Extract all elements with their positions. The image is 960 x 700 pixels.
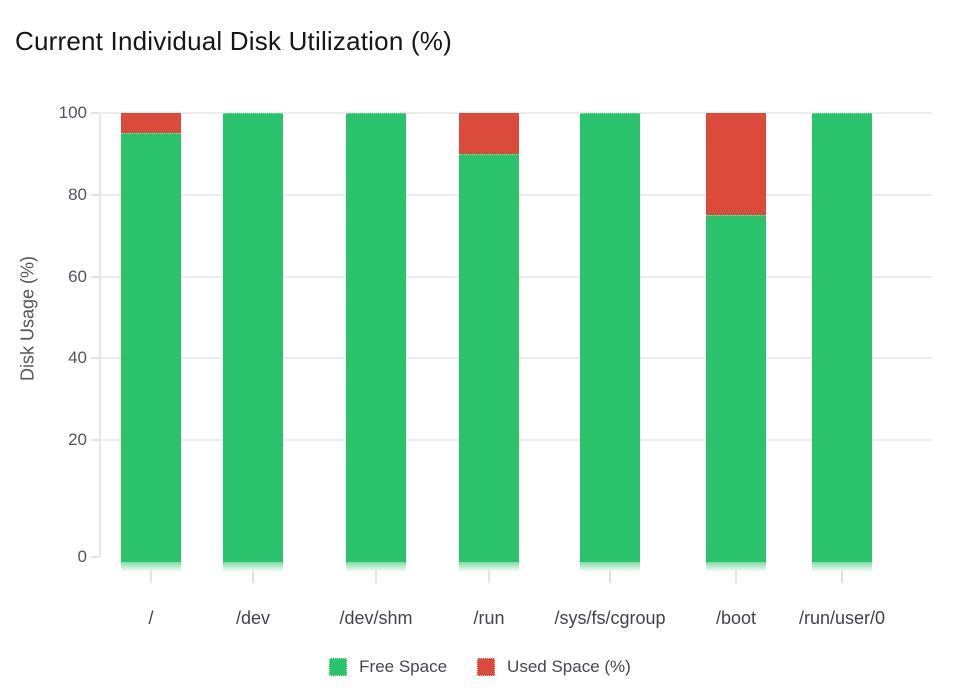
y-tick-mark-20	[91, 439, 99, 441]
bar-1-bottom-fade	[223, 561, 283, 572]
legend-item-0[interactable]: Free Space	[329, 657, 447, 677]
bar-6-bottom-fade	[812, 561, 872, 572]
y-tick-label-20: 20	[68, 430, 87, 449]
x-tick-mark-6	[841, 570, 843, 583]
y-tick-mark-0	[91, 556, 99, 558]
bar-5-bottom-fade	[706, 561, 766, 572]
x-tick-mark-2	[375, 570, 377, 583]
legend-swatch-icon	[477, 658, 496, 676]
x-category-label-6: /run/user/0	[798, 608, 886, 628]
bar-6-free-segment[interactable]	[812, 113, 872, 562]
legend-label: Free Space	[359, 657, 448, 676]
y-tick-mark-100	[91, 112, 99, 114]
x-category-label-5: /boot	[715, 608, 757, 628]
y-tick-label-80: 80	[68, 184, 87, 204]
x-category-label-0: /	[148, 608, 154, 628]
legend: Free Space Used Space (%)	[0, 657, 960, 677]
bar-4-free-segment[interactable]	[580, 113, 640, 562]
x-tick-mark-0	[150, 570, 152, 583]
y-tick-mark-80	[91, 193, 99, 196]
x-tick-mark-3	[488, 570, 490, 583]
x-category-label-4: /sys/fs/cgroup	[554, 608, 666, 628]
bar-0-free-segment[interactable]	[121, 133, 181, 562]
y-tick-label-100: 100	[58, 103, 87, 122]
y-axis-line	[99, 113, 101, 557]
y-tick-label-40: 40	[68, 348, 87, 368]
x-category-label-3: /run	[473, 608, 505, 628]
bar-1-free-segment[interactable]	[223, 113, 283, 562]
y-tick-mark-40	[91, 357, 99, 360]
legend-item-1[interactable]: Used Space (%)	[477, 657, 631, 677]
bar-5-used-segment[interactable]	[706, 113, 766, 216]
bar-2-free-segment[interactable]	[346, 113, 406, 562]
y-tick-label-0: 0	[77, 547, 87, 566]
legend-label: Used Space (%)	[507, 657, 631, 676]
bar-5-free-segment[interactable]	[706, 215, 766, 562]
bar-3-free-segment[interactable]	[459, 153, 519, 562]
y-tick-mark-60	[91, 275, 99, 278]
bar-4-bottom-fade	[580, 561, 640, 572]
bar-3-bottom-fade	[459, 561, 519, 572]
chart-title: Current Individual Disk Utilization (%)	[15, 26, 452, 56]
bar-0-bottom-fade	[121, 561, 181, 572]
x-tick-mark-4	[609, 570, 611, 583]
y-tick-label-60: 60	[68, 266, 87, 286]
x-category-label-2: /dev/shm	[339, 608, 413, 628]
bar-0-used-segment[interactable]	[121, 113, 181, 134]
bar-3-used-segment[interactable]	[459, 113, 519, 154]
x-tick-mark-5	[735, 570, 737, 583]
x-category-label-1: /dev	[235, 608, 271, 628]
legend-swatch-icon	[329, 658, 348, 676]
bar-2-bottom-fade	[346, 561, 406, 572]
x-tick-mark-1	[252, 570, 254, 583]
